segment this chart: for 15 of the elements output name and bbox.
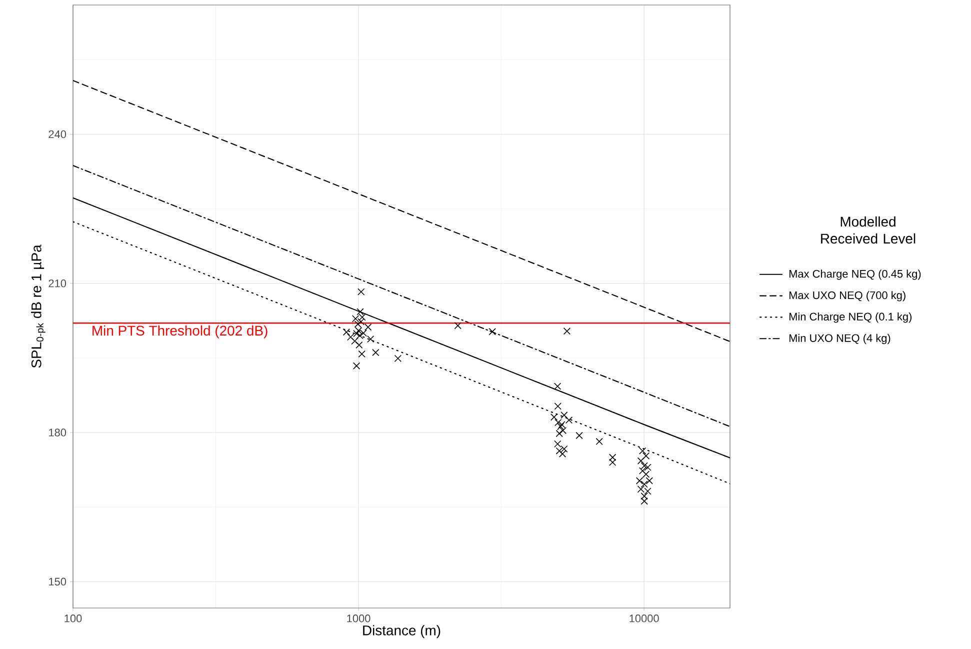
x-tick-label: 1000 — [347, 614, 370, 622]
y-tick-label: 240 — [48, 130, 66, 138]
y-tick-label: 180 — [49, 428, 66, 436]
x-tick-label: 100 — [64, 614, 82, 622]
x-tick-label: 10000 — [630, 614, 659, 622]
y-tick-label: 210 — [48, 280, 66, 288]
ref-line-label: Min PTS Threshold (202 dB) — [92, 325, 268, 338]
legend-label: Max Charge NEQ (0.45 kg) — [789, 270, 921, 280]
y-tick-label: 150 — [49, 578, 66, 586]
legend-label: Max UXO NEQ (700 kg) — [789, 291, 906, 302]
legend-title: Modelled Received Level — [821, 216, 916, 244]
legend-label: Min Charge NEQ (0.1 kg) — [789, 312, 912, 323]
x-axis-title: Distance (m) — [363, 625, 440, 638]
legend-label: Min UXO NEQ (4 kg) — [789, 334, 890, 344]
y-axis-title: SPL$_{0-pk}$ dB re 1 µPa — [31, 244, 46, 368]
